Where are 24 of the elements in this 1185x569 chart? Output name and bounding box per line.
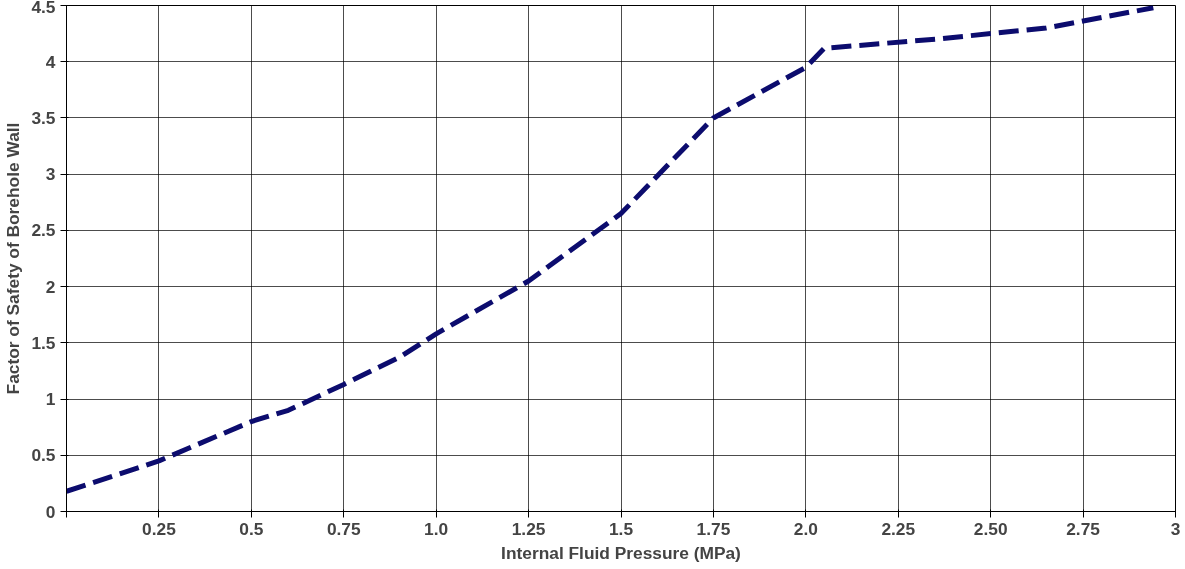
y-tick-label: 1.5 bbox=[31, 332, 56, 353]
x-tick-label: 2.25 bbox=[881, 518, 916, 539]
x-tick-label: 0.75 bbox=[326, 518, 361, 539]
x-tick-label: 2.75 bbox=[1066, 518, 1101, 539]
x-tick-label: 1.0 bbox=[424, 518, 449, 539]
y-tick-label: 4 bbox=[45, 51, 56, 72]
y-tick-label: 0.5 bbox=[31, 445, 56, 466]
x-tick-label: 0.5 bbox=[239, 518, 264, 539]
y-tick-label: 0 bbox=[45, 501, 56, 522]
y-tick-label: 1 bbox=[45, 389, 56, 410]
x-tick-label: 1.5 bbox=[608, 518, 634, 539]
y-tick-label: 2.5 bbox=[31, 220, 56, 241]
x-tick-label: 1.25 bbox=[511, 518, 546, 539]
y-tick-label: 4.5 bbox=[31, 0, 56, 17]
y-axis-title: Factor of Safety of Borehole Wall bbox=[3, 122, 24, 395]
x-tick-label: 2.0 bbox=[793, 518, 818, 539]
y-tick-label: 3.5 bbox=[31, 107, 56, 128]
x-tick-label: 3 bbox=[1170, 518, 1181, 539]
x-tick-label: 0.25 bbox=[142, 518, 177, 539]
y-tick-label: 3 bbox=[45, 164, 56, 185]
x-axis-title: Internal Fluid Pressure (MPa) bbox=[501, 542, 741, 563]
x-tick-label: 2.50 bbox=[973, 518, 1008, 539]
y-tick-label: 2 bbox=[45, 276, 56, 297]
x-tick-label: 1.75 bbox=[696, 518, 731, 539]
